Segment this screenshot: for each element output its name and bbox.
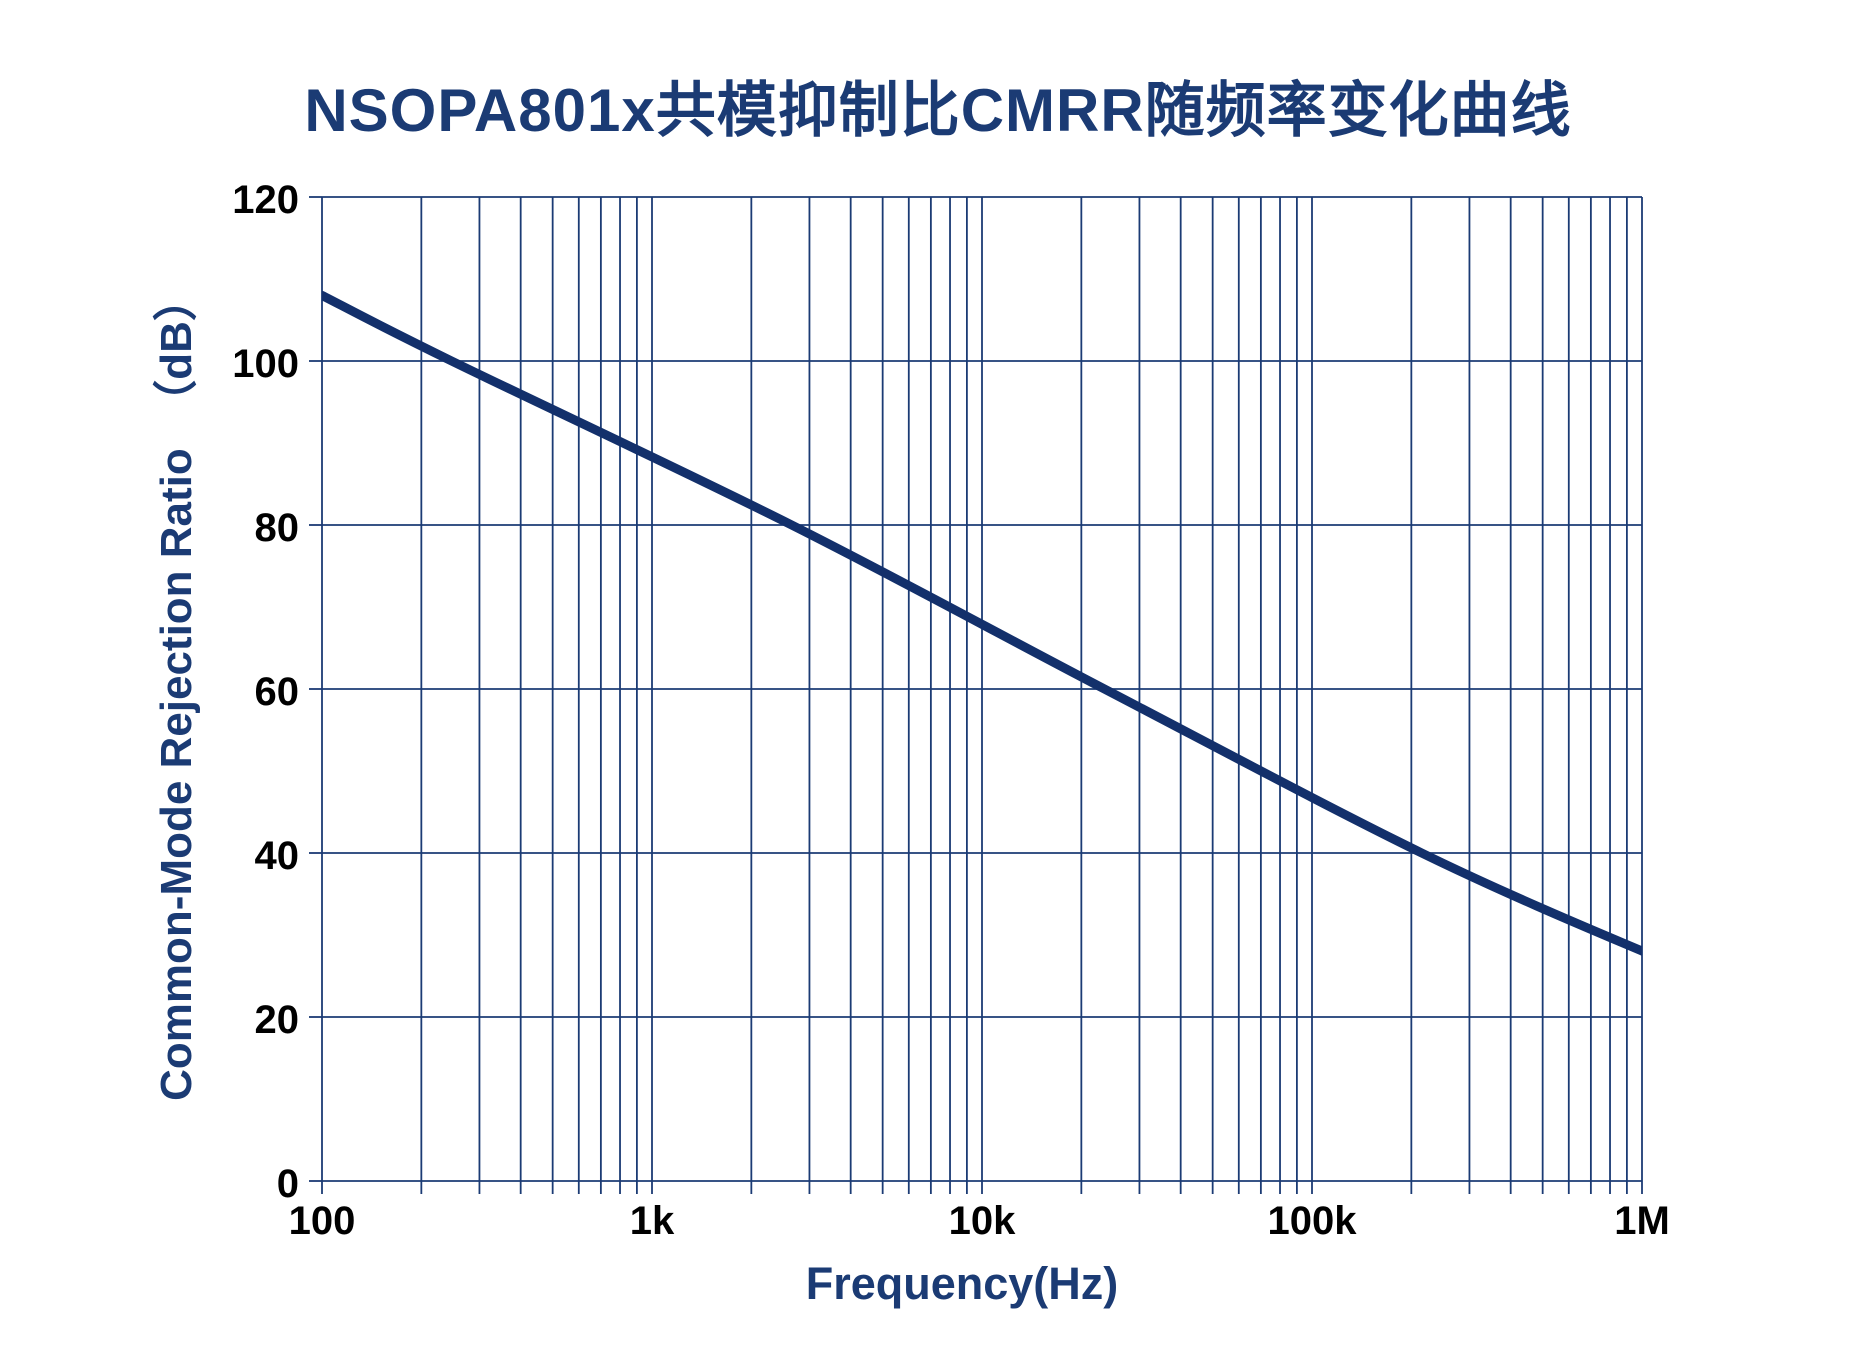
svg-text:100: 100 (232, 342, 299, 386)
svg-text:80: 80 (255, 506, 300, 550)
svg-text:10k: 10k (949, 1199, 1016, 1243)
svg-text:100k: 100k (1268, 1199, 1358, 1243)
svg-text:1M: 1M (1614, 1199, 1670, 1243)
svg-text:60: 60 (255, 670, 300, 714)
svg-text:20: 20 (255, 998, 300, 1042)
svg-text:100: 100 (289, 1199, 356, 1243)
svg-text:120: 120 (232, 178, 299, 222)
svg-text:1k: 1k (630, 1199, 675, 1243)
svg-text:40: 40 (255, 834, 300, 878)
